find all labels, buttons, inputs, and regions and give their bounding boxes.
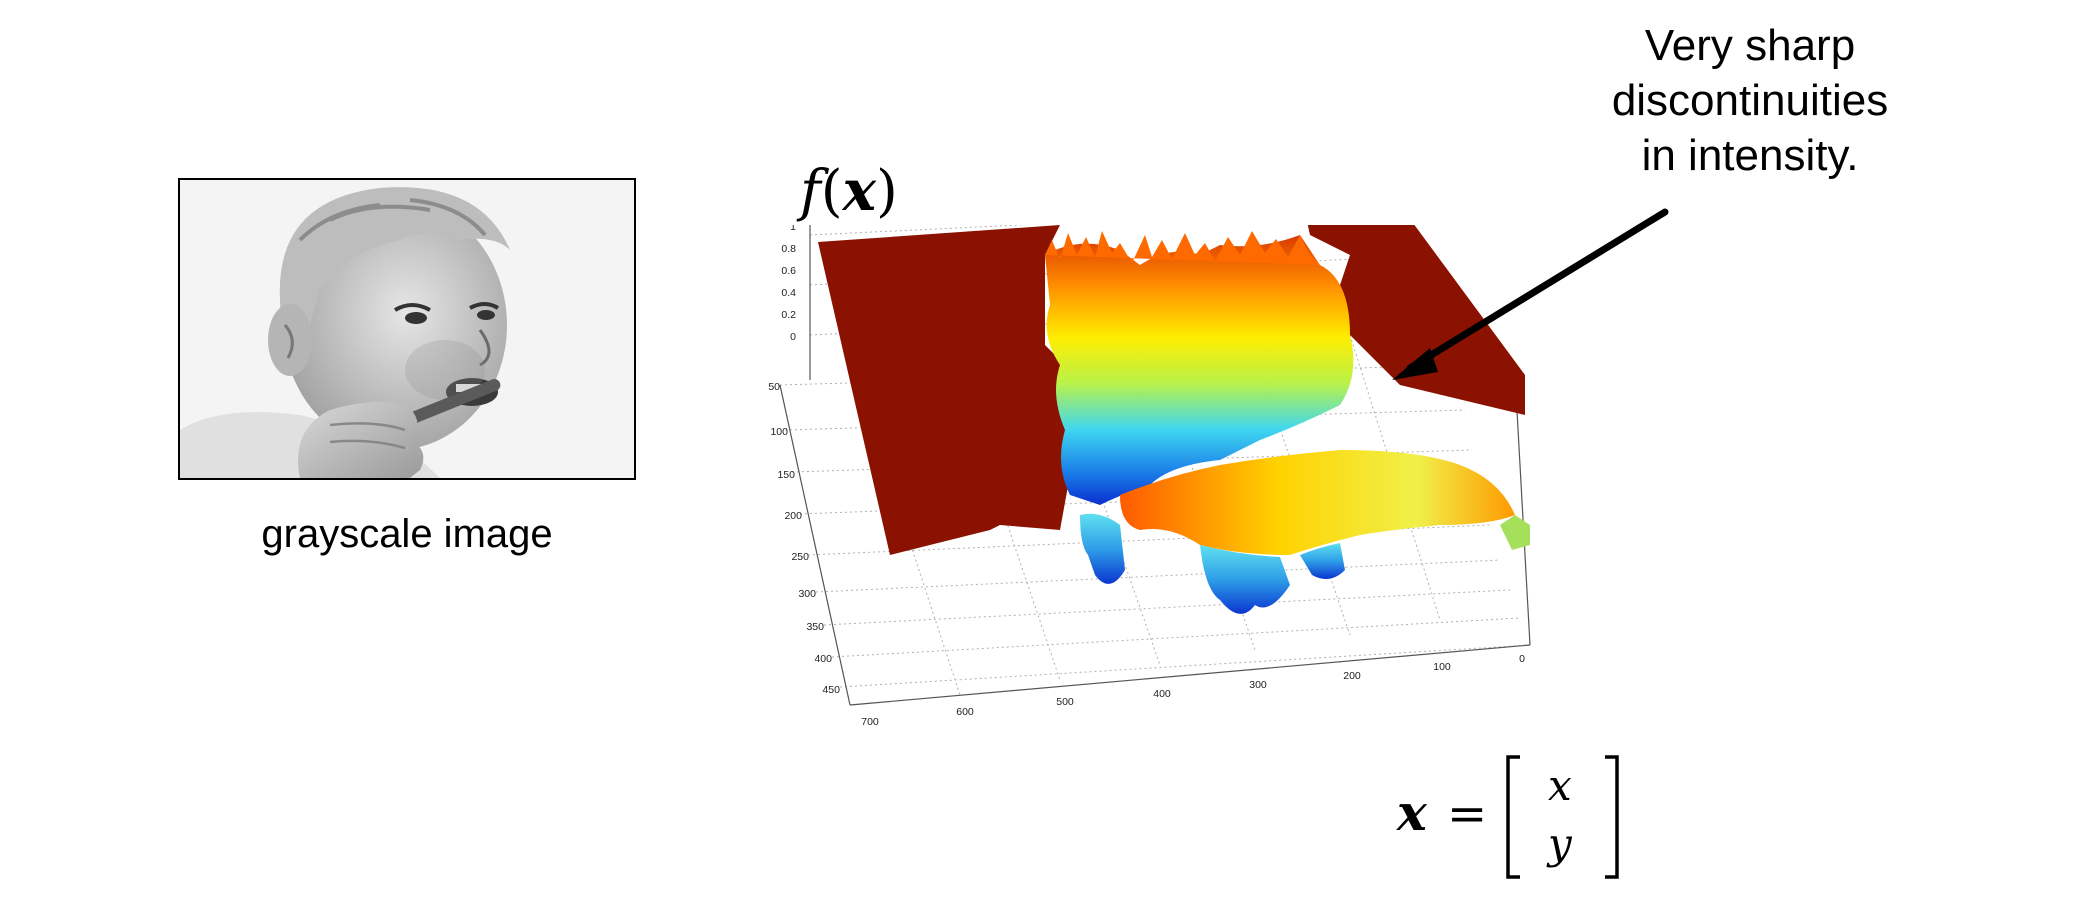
close-paren: ) [875, 159, 898, 224]
annotation-line: discontinuities [1611, 76, 1889, 125]
x-tick: 500 [1056, 696, 1074, 708]
x-tick: 200 [1343, 670, 1361, 682]
intensity-surface-plot: 1 0.8 0.6 0.4 0.2 0 50 100 150 200 250 3… [768, 225, 1531, 728]
z-tick: 0.8 [781, 243, 796, 255]
arrowhead-icon [1392, 348, 1438, 380]
vector-equation: x = x y [1396, 755, 1619, 879]
valley-right [1300, 543, 1345, 579]
plateau-left [818, 225, 1095, 555]
y-tick: 50 [768, 381, 780, 393]
equals-sign: = [1447, 786, 1487, 842]
y-tick: 450 [822, 684, 840, 696]
z-axis-ticks: 1 0.8 0.6 0.4 0.2 0 [781, 225, 796, 343]
surface-ridge [1120, 450, 1515, 555]
y-tick: 150 [777, 469, 795, 481]
image-caption: grayscale image [261, 512, 553, 556]
valley-center [1200, 545, 1290, 614]
annotation-text: Very sharp discontinuities in intensity. [1560, 18, 1940, 183]
left-bracket [1506, 755, 1520, 879]
surface-corner [1500, 515, 1530, 550]
plateau-right [1307, 225, 1525, 415]
surface-central [1045, 235, 1354, 505]
axes [779, 225, 1531, 706]
z-tick: 0.4 [781, 287, 796, 299]
z-tick: 1 [790, 225, 796, 233]
y-tick: 250 [791, 551, 809, 563]
x-tick: 300 [1249, 679, 1267, 691]
x-tick: 400 [1153, 688, 1171, 700]
y-tick: 400 [814, 653, 832, 665]
z-tick: 0.6 [781, 265, 796, 277]
x-tick: 700 [861, 716, 879, 728]
child-photo-illustration [180, 180, 634, 478]
vector-component-x: x [1548, 761, 1572, 810]
annotation-arrow [1392, 208, 1669, 380]
function-symbol: f [800, 159, 821, 224]
x-tick: 600 [956, 706, 974, 718]
y-tick: 300 [798, 588, 816, 600]
annotation-line: Very sharp [1644, 21, 1856, 70]
surface-spikes [1045, 231, 1320, 265]
function-argument: x [842, 158, 876, 224]
grayscale-image [178, 178, 636, 480]
function-label: f(x) [800, 158, 898, 224]
x-axis-ticks: 700 600 500 400 300 200 100 0 [861, 653, 1525, 728]
y-axis-ticks: 50 100 150 200 250 300 350 400 450 [768, 381, 840, 696]
x-tick: 100 [1433, 661, 1451, 673]
right-bracket [1605, 755, 1619, 879]
open-paren: ( [820, 159, 843, 224]
z-tick: 0.2 [781, 309, 796, 321]
valley-left [1080, 513, 1125, 584]
vector-component-y: y [1546, 819, 1573, 868]
y-tick: 350 [806, 621, 824, 633]
vector-lhs: x [1396, 783, 1428, 842]
vector-definition: x = x y [1395, 752, 1635, 886]
annotation-line: in intensity. [1641, 131, 1859, 180]
x-tick: 0 [1519, 653, 1525, 665]
y-tick: 200 [784, 510, 802, 522]
y-tick: 100 [770, 426, 788, 438]
z-tick: 0 [790, 331, 796, 343]
